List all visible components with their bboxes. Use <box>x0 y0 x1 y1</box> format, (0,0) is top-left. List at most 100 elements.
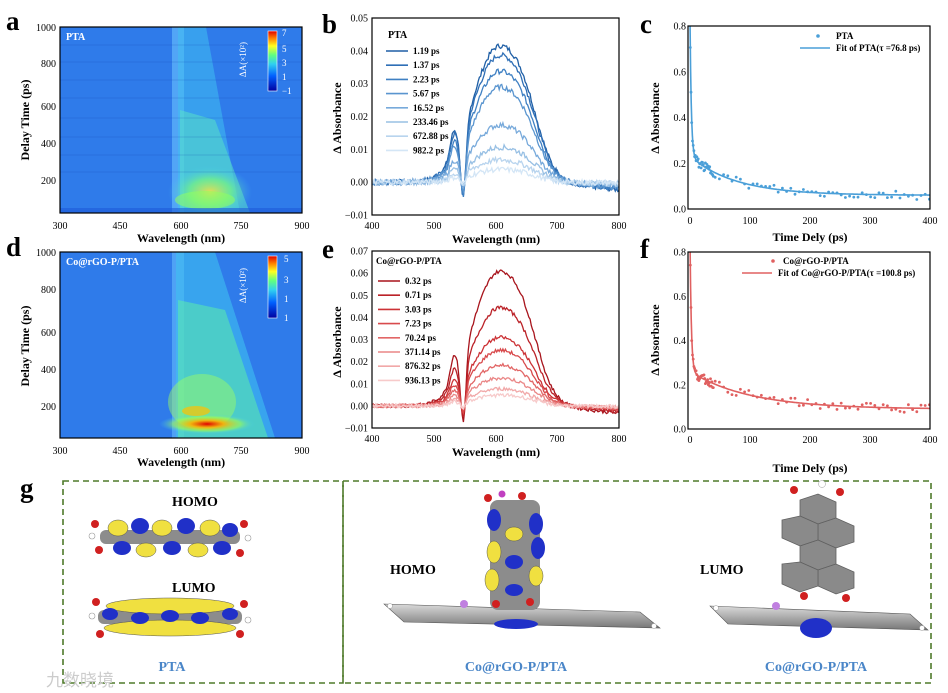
kinetics-c-data-point <box>818 194 822 198</box>
spectra-e-ytick: 0.07 <box>351 247 369 258</box>
spectra-e-ytick: −0.01 <box>345 424 368 435</box>
spectra-e-xticks: 400 500 600 700 800 <box>365 434 627 445</box>
spectra-e-legend: 0.32 ps 0.71 ps 3.03 ps 7.23 ps 70.24 ps 371.… <box>378 276 441 385</box>
kinetics-c-data-point <box>764 185 767 188</box>
kinetics-c-legend-fit: Fit of PTA(τ =76.8 ps) <box>836 43 920 53</box>
kinetics-c: 0.0 0.2 0.4 0.6 0.8 0 100 200 300 400 Time D… <box>648 22 938 245</box>
kinetics-c-xlabel: Time Dely (ps) <box>772 230 847 244</box>
kinetics-f-legend-data: Co@rGO-P/PTA <box>783 256 849 266</box>
heatmap-d-frame <box>59 251 303 439</box>
kinetics-c-data-point <box>743 182 746 186</box>
kinetics-f-ylabel: Δ Absorbance <box>648 304 662 376</box>
kinetics-c-data-point <box>785 190 788 193</box>
co-lumo-molecule <box>709 480 929 638</box>
pta-homo-label: HOMO <box>172 495 218 510</box>
kinetics-f-data-point <box>785 400 788 404</box>
kinetics-c-data-point <box>873 196 877 200</box>
spectra-b-xtick: 500 <box>427 221 442 232</box>
kinetics-c-data-point <box>713 175 717 179</box>
kinetics-c-data-point <box>726 174 730 178</box>
kinetics-f-xtick: 200 <box>803 435 818 446</box>
heatmap-d-image <box>60 252 302 438</box>
kinetics-c-data-point <box>751 182 755 186</box>
kinetics-f-ytick: 0.6 <box>674 292 687 303</box>
kinetics-f-data-point <box>703 377 707 380</box>
heatmap-a-xtick: 750 <box>234 221 249 232</box>
kinetics-c-yticks: 0.0 0.2 0.4 0.6 0.8 <box>674 22 687 216</box>
heatmap-a-colorbar: ΔA(×10²) 7 5 3 1 −1 <box>238 28 292 96</box>
spectra-e-yticks: −0.01 0.00 0.01 0.02 0.03 0.04 0.05 0.06 0.07 <box>345 247 368 435</box>
kinetics-c-data-point <box>869 195 872 199</box>
kinetics-f-data-point <box>802 403 805 407</box>
kinetics-f-data-point <box>693 367 696 370</box>
kinetics-c-data-point <box>696 157 700 161</box>
heatmap-a-xtick: 900 <box>295 221 310 232</box>
kinetics-f-data-point <box>915 410 919 414</box>
kinetics-f-data-point <box>694 369 698 373</box>
heatmap-a-ytick: 1000 <box>36 23 56 34</box>
kinetics-f-data-point <box>755 395 759 399</box>
kinetics-f-data-point <box>707 381 711 385</box>
spectra-e-xtick: 400 <box>365 434 380 445</box>
kinetics-f-data-point <box>886 404 889 408</box>
spectra-b-legend-label: 672.88 ps <box>413 131 449 141</box>
heatmap-d-colorbar-tick: 5 <box>284 254 289 264</box>
kinetics-f-legend: Co@rGO-P/PTA Fit of Co@rGO-P/PTA(τ =100.… <box>742 256 915 278</box>
heatmap-a-colorbar-tick: −1 <box>282 86 292 96</box>
kinetics-f-data-point <box>691 353 694 357</box>
spectra-e-ytick: 0.04 <box>351 313 369 324</box>
heatmap-d-colorbar-title: ΔA(×10²) <box>238 268 248 303</box>
spectra-e-xtick: 800 <box>612 434 627 445</box>
pta-lumo-molecule <box>88 597 252 638</box>
kinetics-c-legend-data: PTA <box>836 31 854 41</box>
heatmap-a-xlabel: Wavelength (nm) <box>137 231 225 245</box>
kinetics-f-legend-marker <box>771 259 775 263</box>
heatmap-d-xtick: 750 <box>234 446 249 457</box>
kinetics-c-data-point <box>856 195 860 199</box>
kinetics-c-xticks: 0 100 200 300 400 <box>688 216 938 227</box>
kinetics-f-data-point <box>865 401 868 405</box>
spectra-b-xtick: 800 <box>612 221 627 232</box>
kinetics-f-data-point <box>848 406 851 410</box>
kinetics-c-data-point <box>747 186 751 190</box>
kinetics-c-data-point <box>701 161 704 164</box>
spectra-b-legend-label: 233.46 ps <box>413 117 449 127</box>
kinetics-c-data-point <box>797 190 801 194</box>
pta-homo-molecule <box>88 518 252 558</box>
kinetics-f-data-point <box>827 405 830 409</box>
heatmap-a-frame <box>59 26 303 214</box>
kinetics-f-data-point <box>710 380 714 384</box>
kinetics-c-data-point <box>898 196 902 200</box>
kinetics-c-data-point <box>781 186 784 190</box>
spectra-e-series <box>372 269 619 423</box>
kinetics-c-data-point <box>844 196 847 199</box>
spectra-b-series-line <box>372 165 619 188</box>
spectra-e-legend-label: 7.23 ps <box>405 319 432 329</box>
kinetics-f-data-point <box>734 394 738 397</box>
spectra-b-xtick: 400 <box>365 221 380 232</box>
spectra-e-label: Co@rGO-P/PTA <box>376 256 442 266</box>
heatmap-a-colorbar-tick: 7 <box>282 28 287 38</box>
kinetics-c-ytick: 0.8 <box>674 22 687 33</box>
kinetics-f-data-point <box>806 398 809 401</box>
kinetics-f-data-point <box>705 380 709 384</box>
kinetics-f-data-point <box>869 402 872 405</box>
kinetics-c-data-point <box>810 190 814 194</box>
co-homo-label: HOMO <box>390 563 436 578</box>
kinetics-c-data-point <box>907 194 910 198</box>
kinetics-f: 0.0 0.2 0.4 0.6 0.8 0 100 200 300 400 Time D… <box>648 248 938 476</box>
kinetics-f-data-point <box>923 404 927 407</box>
kinetics-c-fit-line <box>689 26 930 196</box>
heatmap-d-label: Co@rGO-P/PTA <box>66 257 140 268</box>
heatmap-a-ytick: 800 <box>41 59 56 70</box>
heatmap-a-ytick: 600 <box>41 102 56 113</box>
spectra-e-series-line <box>372 392 619 410</box>
panel-letter-a: a <box>6 6 20 36</box>
spectra-b-xticks: 400 500 600 700 800 <box>365 221 627 232</box>
kinetics-f-xtick: 400 <box>923 435 938 446</box>
kinetics-c-legend: PTA Fit of PTA(τ =76.8 ps) <box>800 31 920 53</box>
kinetics-c-data-point <box>699 166 703 170</box>
spectra-b-series <box>372 43 619 198</box>
kinetics-c-data-point <box>707 167 711 171</box>
spectra-b-ytick: 0.05 <box>351 14 369 25</box>
